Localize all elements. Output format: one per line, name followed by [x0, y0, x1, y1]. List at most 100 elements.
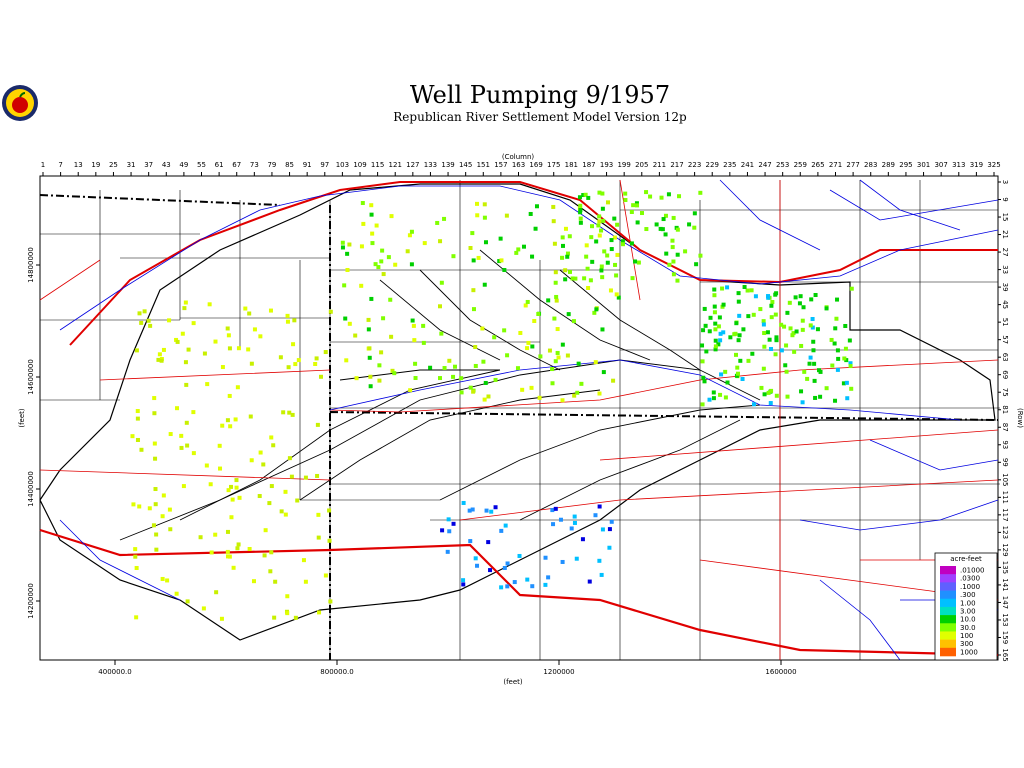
cell: [482, 215, 487, 220]
cell: [227, 393, 232, 398]
cell: [692, 225, 697, 230]
cell: [379, 259, 384, 264]
cell: [611, 378, 616, 383]
cell: [560, 398, 565, 403]
cell: [343, 316, 348, 321]
cell: [525, 577, 530, 582]
cell: [836, 356, 841, 361]
cell: [600, 191, 605, 196]
cell: [413, 376, 418, 381]
cell: [315, 422, 320, 427]
cell: [247, 311, 252, 316]
cell: [437, 304, 442, 309]
cell: [576, 361, 581, 366]
column-tick-label: 169: [529, 161, 542, 169]
cell: [800, 318, 805, 323]
cell: [774, 335, 779, 340]
cell: [844, 380, 849, 385]
cell: [634, 201, 639, 206]
cell: [736, 291, 741, 296]
column-tick-label: 211: [653, 161, 666, 169]
cell: [578, 203, 583, 208]
cell: [833, 326, 838, 331]
cell: [251, 579, 256, 584]
cell: [534, 204, 539, 209]
cell: [459, 390, 464, 395]
legend-swatch: [940, 606, 956, 616]
cell: [380, 248, 385, 253]
cell: [231, 565, 236, 570]
cell: [753, 294, 758, 299]
cell: [285, 611, 290, 616]
cell: [295, 498, 300, 503]
legend-swatch: [940, 590, 956, 600]
cell: [152, 411, 157, 416]
cell: [482, 397, 487, 402]
cell: [663, 213, 668, 218]
cell: [377, 378, 382, 383]
cell: [815, 327, 820, 332]
column-tick-label: 1: [41, 161, 45, 169]
row-tick-label: 3: [1001, 180, 1009, 184]
cell: [154, 547, 159, 552]
row-tick-label: 141: [1001, 578, 1009, 591]
cell: [271, 443, 276, 448]
row-tick-label: 117: [1001, 508, 1009, 521]
cell: [369, 212, 374, 217]
cell: [328, 599, 333, 604]
column-tick-label: 133: [424, 161, 437, 169]
column-tick-label: 43: [162, 161, 171, 169]
cell: [301, 558, 306, 563]
cell: [468, 539, 473, 544]
cell: [550, 381, 555, 386]
cell: [283, 512, 288, 517]
cell: [630, 276, 635, 281]
cell: [359, 244, 364, 249]
cell: [554, 298, 559, 303]
cell: [558, 517, 563, 522]
legend-label: 10.0: [960, 616, 976, 624]
cell: [600, 206, 605, 211]
cell: [135, 437, 140, 442]
cell: [581, 193, 586, 198]
cell: [842, 356, 847, 361]
cell: [623, 198, 628, 203]
cell: [366, 317, 371, 322]
cell: [579, 381, 584, 386]
row-tick-label: 39: [1001, 283, 1009, 292]
cell: [835, 367, 840, 372]
cell: [234, 478, 239, 483]
cell: [243, 306, 248, 311]
cell: [267, 501, 272, 506]
cell: [578, 210, 583, 215]
cell: [360, 201, 365, 206]
cell: [571, 319, 576, 324]
cell: [367, 346, 372, 351]
cell: [596, 223, 601, 228]
cell: [769, 315, 774, 320]
cell: [198, 535, 203, 540]
cell: [807, 361, 812, 366]
column-tick-label: 7: [58, 161, 62, 169]
cell: [315, 473, 320, 478]
cell: [411, 323, 416, 328]
cell: [518, 330, 523, 335]
cell: [784, 369, 789, 374]
cell: [290, 412, 295, 417]
cell: [446, 517, 451, 522]
cell: [601, 218, 606, 223]
cell: [720, 286, 725, 291]
cell: [269, 484, 274, 489]
cell: [728, 335, 733, 340]
cell: [486, 394, 491, 399]
cell: [439, 280, 444, 285]
cell: [723, 395, 728, 400]
cell: [749, 288, 754, 293]
y-feet-label: (feet): [18, 408, 26, 428]
column-tick-label: 121: [389, 161, 402, 169]
cell: [817, 368, 822, 373]
cell: [248, 414, 253, 419]
cell: [585, 266, 590, 271]
cell: [597, 214, 602, 219]
